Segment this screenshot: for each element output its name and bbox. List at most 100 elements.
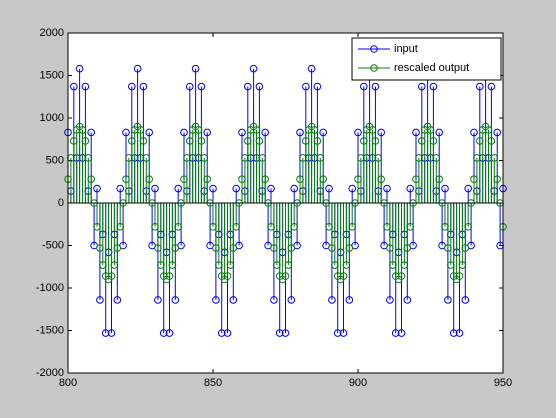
stem-marker xyxy=(441,184,449,193)
stem-marker xyxy=(113,296,122,304)
stem-marker xyxy=(429,137,438,145)
stem-marker xyxy=(142,154,151,162)
stem-marker xyxy=(403,296,412,304)
stem-marker xyxy=(377,128,386,137)
stem-marker xyxy=(435,175,444,183)
legend-marker xyxy=(370,64,378,72)
stem-marker xyxy=(374,154,383,162)
stem-marker xyxy=(449,329,458,337)
legend-label: rescaled output xyxy=(394,62,469,74)
stem-marker xyxy=(406,184,415,193)
stem-marker xyxy=(412,128,420,137)
stem-marker xyxy=(281,329,290,337)
y-tick-label: -1000 xyxy=(36,282,64,294)
stem-marker xyxy=(139,137,148,145)
stem-marker xyxy=(290,184,299,193)
legend-marker xyxy=(370,45,378,53)
stem-marker xyxy=(455,329,464,337)
stem-marker xyxy=(116,223,124,231)
stem-marker xyxy=(281,272,290,280)
stem-marker xyxy=(267,184,275,193)
stem-marker xyxy=(252,126,261,134)
stem-marker xyxy=(397,329,406,337)
stem-marker xyxy=(226,261,235,269)
stem-marker xyxy=(212,296,220,304)
stem-marker xyxy=(464,184,473,193)
stem-marker xyxy=(70,82,78,91)
y-tick-label: 500 xyxy=(46,154,64,166)
stem-marker xyxy=(223,329,232,337)
stem-marker xyxy=(217,329,226,337)
x-tick-label: 850 xyxy=(204,377,222,389)
stem-marker xyxy=(493,128,502,137)
stem-marker xyxy=(319,128,328,137)
stem-marker xyxy=(87,175,95,183)
y-tick-label: -2000 xyxy=(36,367,64,379)
stem-marker xyxy=(113,244,122,252)
stem-marker xyxy=(313,137,322,145)
stem-marker xyxy=(151,184,159,193)
stem-marker xyxy=(310,126,319,134)
stem-marker xyxy=(360,82,368,91)
stem-marker xyxy=(191,64,200,73)
stem-marker xyxy=(171,244,180,252)
stem-marker xyxy=(484,126,493,134)
stem-marker xyxy=(203,128,211,137)
stem-marker xyxy=(133,64,142,73)
legend-label: input xyxy=(394,43,418,55)
stem-marker xyxy=(139,82,148,91)
stem-marker xyxy=(244,82,252,91)
stem-marker xyxy=(333,329,342,337)
stem-marker xyxy=(429,82,438,91)
stem-marker xyxy=(275,329,284,337)
stem-marker xyxy=(255,82,264,91)
stem-marker xyxy=(136,126,145,134)
stem-marker xyxy=(171,296,180,304)
stem-marker xyxy=(313,82,322,91)
stem-marker xyxy=(464,223,473,231)
stem-marker xyxy=(122,128,130,137)
stem-marker xyxy=(159,329,168,337)
stem-marker xyxy=(287,296,296,304)
stem-marker xyxy=(107,329,116,337)
stem-marker xyxy=(229,296,238,304)
plot-border xyxy=(67,32,504,374)
stem-marker xyxy=(302,82,310,91)
stem-marker xyxy=(307,64,316,73)
stem-marker xyxy=(325,184,333,193)
stem-marker xyxy=(110,261,119,269)
stem-marker xyxy=(186,82,194,91)
stem-marker xyxy=(290,223,299,231)
y-tick-label: 1000 xyxy=(40,112,64,124)
stem-marker xyxy=(261,128,270,137)
stem-marker xyxy=(432,154,441,162)
stem-marker xyxy=(165,329,174,337)
stem-marker xyxy=(476,82,484,91)
stem-marker xyxy=(455,272,464,280)
stem-marker xyxy=(87,128,95,137)
series xyxy=(64,122,507,284)
stem-marker xyxy=(371,82,380,91)
stem-marker xyxy=(84,154,93,162)
y-tick-label: -500 xyxy=(42,239,64,251)
stem-marker xyxy=(345,296,354,304)
x-tick-label: 800 xyxy=(59,377,77,389)
stem-marker xyxy=(197,137,206,145)
stem-marker xyxy=(194,126,203,134)
y-tick-label: 1500 xyxy=(40,69,64,81)
stem-marker xyxy=(377,175,386,183)
y-tick-label: 0 xyxy=(58,197,64,209)
stem-marker xyxy=(391,329,400,337)
stem-marker xyxy=(145,128,153,137)
stem-marker xyxy=(270,296,278,304)
stem-marker xyxy=(238,128,246,137)
stem-marker xyxy=(470,128,478,137)
stem-marker xyxy=(203,175,211,183)
stem-marker xyxy=(78,126,87,134)
y-tick-label: 2000 xyxy=(40,27,64,39)
stem-marker xyxy=(96,296,104,304)
stem-marker xyxy=(435,128,444,137)
stem-marker xyxy=(418,82,426,91)
